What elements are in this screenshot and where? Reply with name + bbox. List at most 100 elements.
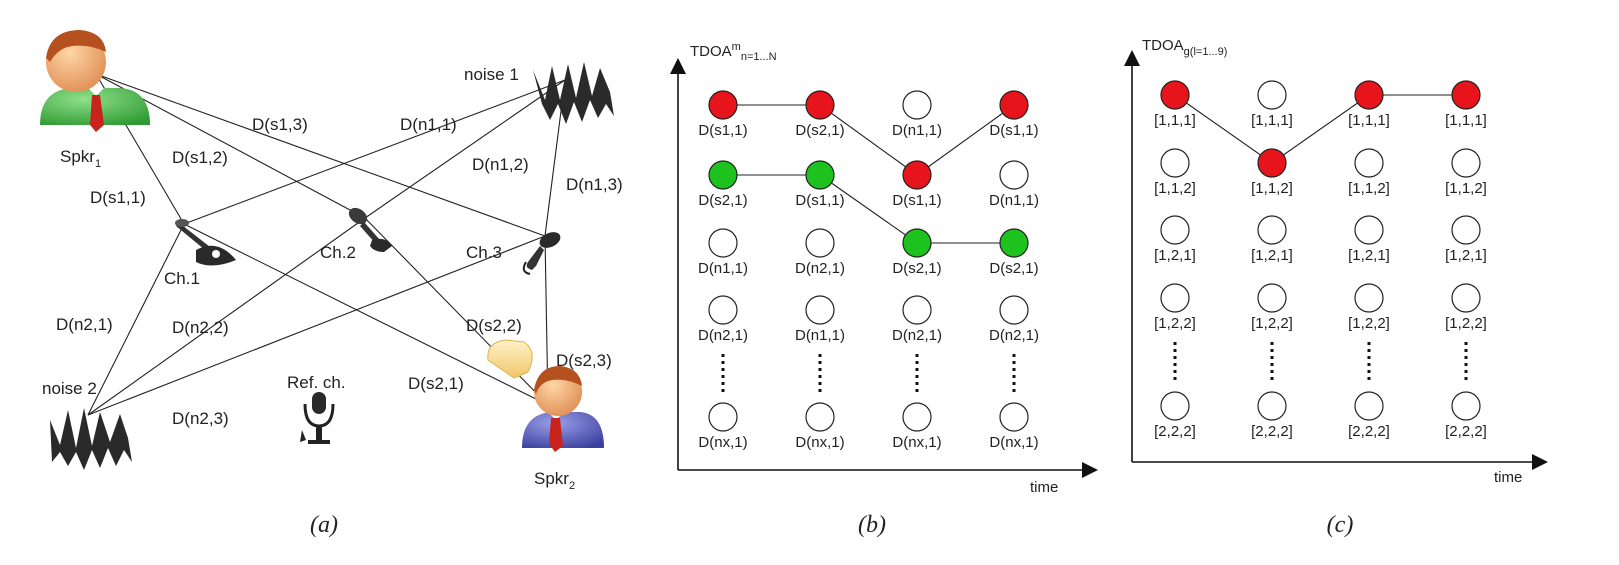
node-label: D(s1,1) <box>795 192 844 209</box>
node-red <box>1160 80 1190 110</box>
distance-label: D(n2,2) <box>172 318 229 337</box>
distance-label: D(n1,1) <box>400 115 457 134</box>
node-green <box>708 160 738 190</box>
node-empty <box>805 295 835 325</box>
node-label: [1,1,2] <box>1251 180 1293 197</box>
node-empty <box>708 295 738 325</box>
node-empty <box>1451 391 1481 421</box>
node-label: D(s2,1) <box>795 122 844 139</box>
x-axis-title-b: time <box>1030 479 1058 496</box>
node-empty <box>1354 148 1384 178</box>
node-label: [1,1,2] <box>1348 180 1390 197</box>
node-label: D(s2,1) <box>989 260 1038 277</box>
node-label: D(nx,1) <box>892 434 941 451</box>
node-empty <box>805 402 835 432</box>
noise-2-label: noise 2 <box>42 379 97 398</box>
node-label: D(n1,1) <box>698 260 748 277</box>
node-red <box>708 90 738 120</box>
node-empty <box>1451 148 1481 178</box>
node-empty <box>999 295 1029 325</box>
distance-label: D(s1,3) <box>252 115 308 134</box>
node-empty <box>1160 283 1190 313</box>
node-grid-c: [1,1,1] [1,1,2] [1,2,1] [1,2,2] [2,2,2] [1,1,… <box>1154 80 1487 440</box>
noise-1-label: noise 1 <box>464 65 519 84</box>
speaker-1-icon <box>40 30 150 132</box>
distance-label: D(n2,1) <box>56 315 113 334</box>
node-label: [1,1,1] <box>1251 112 1293 129</box>
node-label: [1,1,2] <box>1445 180 1487 197</box>
node-label: D(n1,1) <box>892 122 942 139</box>
green-path-b-segment <box>819 174 918 244</box>
node-empty <box>1354 391 1384 421</box>
node-label: [1,2,2] <box>1251 315 1293 332</box>
node-label: [1,2,2] <box>1154 315 1196 332</box>
noise-1-icon <box>533 62 614 124</box>
distance-label: D(s1,2) <box>172 148 228 167</box>
noise-2-icon <box>50 408 132 470</box>
node-empty <box>1257 283 1287 313</box>
caption-a: (a) <box>310 512 338 538</box>
node-label: [1,2,1] <box>1154 247 1196 264</box>
panel-b: TDOAmn=1...N time D(s1,1) D(s2,1) D(n1,1) D… <box>670 41 1098 538</box>
distance-label: D(n1,2) <box>472 155 529 174</box>
node-label: [1,1,1] <box>1154 112 1196 129</box>
channel-3-mic-icon <box>522 232 561 275</box>
distance-label: D(n1,3) <box>566 175 623 194</box>
node-label: [1,2,2] <box>1445 315 1487 332</box>
node-red <box>1451 80 1481 110</box>
node-empty <box>708 402 738 432</box>
node-label: [1,1,1] <box>1348 112 1390 129</box>
node-label: [1,2,1] <box>1445 247 1487 264</box>
distance-label: D(s1,1) <box>90 188 146 207</box>
node-empty <box>1160 215 1190 245</box>
distance-label: D(s2,3) <box>556 351 612 370</box>
node-label: D(n2,1) <box>989 327 1039 344</box>
node-empty <box>1160 148 1190 178</box>
node-label: D(s2,1) <box>892 260 941 277</box>
node-empty <box>902 295 932 325</box>
node-label: [1,2,1] <box>1348 247 1390 264</box>
node-label: D(n2,1) <box>698 327 748 344</box>
channel-2-label: Ch.2 <box>320 243 356 262</box>
node-red <box>1257 148 1287 178</box>
speaker-1-label: Spkr1 <box>60 147 101 170</box>
distance-label: D(n2,3) <box>172 409 229 428</box>
node-label: [1,1,1] <box>1445 112 1487 129</box>
node-label: D(s2,1) <box>698 192 747 209</box>
node-empty <box>1257 215 1287 245</box>
node-red <box>999 90 1029 120</box>
panel-a: Spkr1 noise 1 noise 2 Ch.1 Ch.2 <box>40 30 623 538</box>
node-label: [2,2,2] <box>1348 423 1390 440</box>
node-label: [2,2,2] <box>1445 423 1487 440</box>
caption-b: (b) <box>858 512 886 538</box>
node-red <box>902 160 932 190</box>
distance-label: D(s2,2) <box>466 316 522 335</box>
red-path-b-segment <box>819 104 918 176</box>
node-label: D(n1,1) <box>795 327 845 344</box>
node-empty <box>1160 391 1190 421</box>
node-label: D(s1,1) <box>989 122 1038 139</box>
red-path-c-segment <box>1174 94 1273 164</box>
node-label: D(n2,1) <box>892 327 942 344</box>
red-path-b-segment <box>916 104 1015 176</box>
panel-c: TDOAg(l=1...9) time [1,1,1] [1,1,2] [1,2,1… <box>1124 37 1548 538</box>
node-label: D(nx,1) <box>795 434 844 451</box>
node-empty <box>999 160 1029 190</box>
caption-c: (c) <box>1327 512 1354 538</box>
channel-3-label: Ch.3 <box>466 243 502 262</box>
reference-mic-icon <box>300 392 335 444</box>
distance-label: D(s2,1) <box>408 374 464 393</box>
y-axis-title-c: TDOAg(l=1...9) <box>1142 37 1227 58</box>
node-empty <box>1451 283 1481 313</box>
node-label: [2,2,2] <box>1251 423 1293 440</box>
node-green <box>902 228 932 258</box>
reference-channel-label: Ref. ch. <box>287 373 346 392</box>
node-empty <box>1354 215 1384 245</box>
node-label: D(nx,1) <box>698 434 747 451</box>
y-axis-title-b: TDOAmn=1...N <box>690 41 777 63</box>
node-green <box>999 228 1029 258</box>
channel-1-mic-icon <box>175 219 236 266</box>
node-empty <box>1257 80 1287 110</box>
speaker-2-label: Spkr2 <box>534 469 575 492</box>
